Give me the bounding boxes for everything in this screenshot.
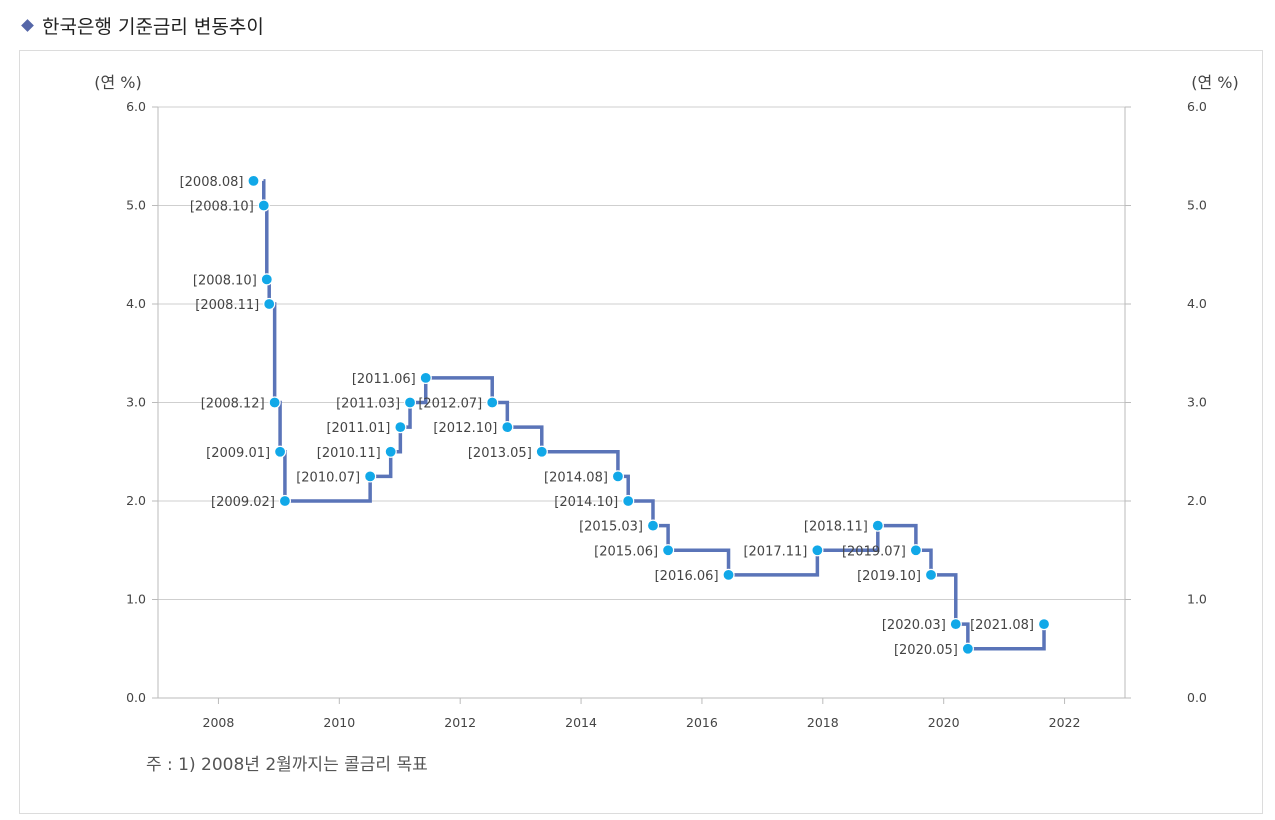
data-label: [2015.06] [594, 544, 658, 559]
data-point [1037, 618, 1051, 631]
data-point [871, 519, 884, 532]
data-point [257, 199, 270, 212]
grid-lines [158, 106, 1125, 600]
chart-heading: 한국은행 기준금리 변동추이 [20, 12, 264, 38]
data-label: [2020.05] [894, 643, 958, 658]
y-axis-unit-right: (연 %) [1191, 73, 1239, 92]
y-tick-right: 5.0 [1187, 198, 1207, 213]
data-label: [2014.10] [554, 495, 618, 510]
data-label: [2019.07] [842, 544, 906, 559]
data-point [278, 494, 292, 508]
data-point [535, 445, 548, 458]
data-label: [2008.08] [180, 175, 244, 190]
data-label: [2021.08] [970, 618, 1034, 633]
data-point [419, 371, 432, 384]
y-tick-left: 6.0 [126, 99, 146, 114]
data-point [622, 494, 635, 508]
data-label: [2016.06] [655, 569, 719, 584]
data-point [273, 445, 287, 458]
data-point [646, 519, 660, 532]
y-tick-right: 2.0 [1187, 493, 1207, 508]
data-label: [2019.10] [857, 569, 921, 584]
data-label: [2008.12] [201, 397, 265, 412]
data-label: [2008.10] [193, 273, 257, 288]
data-label: [2012.07] [418, 397, 482, 412]
data-label: [2015.03] [579, 520, 643, 535]
y-tick-left: 3.0 [126, 395, 146, 410]
data-point [268, 396, 281, 409]
data-point [611, 470, 625, 483]
data-point [961, 642, 974, 655]
data-labels: [2008.08] [2008.10] [2008.10] [2008.11] [200… [180, 175, 1034, 658]
y-tick-right: 3.0 [1187, 395, 1207, 410]
x-tick-label: 2012 [444, 715, 476, 730]
data-point [501, 421, 514, 434]
axes [152, 106, 1131, 704]
data-point [384, 445, 397, 458]
y-tick-right: 6.0 [1187, 99, 1207, 114]
y-tick-right: 1.0 [1187, 592, 1207, 607]
data-label: [2011.03] [336, 397, 400, 412]
data-point [949, 618, 962, 631]
data-label: [2010.07] [296, 470, 360, 485]
chart-panel [19, 50, 1263, 814]
y-tick-left: 1.0 [126, 592, 146, 607]
data-label: [2020.03] [882, 618, 946, 633]
data-label: [2009.02] [211, 495, 275, 510]
data-label: [2011.01] [326, 421, 390, 436]
data-point [403, 396, 417, 409]
data-label: [2014.08] [544, 470, 608, 485]
x-tick-label: 2014 [565, 715, 597, 730]
x-tick-label: 2018 [807, 715, 839, 730]
data-point [247, 174, 260, 187]
data-label: [2008.10] [190, 200, 254, 215]
data-label: [2008.11] [195, 298, 259, 313]
y-axis-unit-left: (연 %) [94, 73, 142, 92]
y-tick-left: 2.0 [126, 493, 146, 508]
x-tick-label: 2010 [323, 715, 355, 730]
y-ticks: 0.0 0.0 1.0 1.0 2.0 2.0 3.0 3.0 4.0 4.0 5.0 5.0 6.0 6… [126, 99, 1207, 705]
chart-heading-title: 한국은행 기준금리 변동추이 [42, 15, 264, 38]
data-point [924, 568, 938, 581]
data-label: [2011.06] [352, 372, 416, 387]
data-label: [2010.11] [317, 446, 381, 461]
data-point [486, 396, 499, 409]
y-tick-left: 5.0 [126, 198, 146, 213]
data-label: [2009.01] [206, 446, 270, 461]
data-label: [2018.11] [804, 520, 868, 535]
data-point [811, 544, 824, 557]
x-tick-label: 2022 [1049, 715, 1081, 730]
data-point [909, 544, 922, 557]
footnote: 주 : 1) 2008년 2월까지는 콜금리 목표 [146, 755, 428, 775]
data-label: [2017.11] [743, 544, 807, 559]
data-point [722, 568, 735, 581]
x-tick-label: 2016 [686, 715, 718, 730]
x-ticks: 2008 2010 2012 2014 2016 2018 2020 2022 [203, 715, 1081, 730]
data-point [661, 544, 675, 557]
data-point [260, 273, 273, 286]
data-point [394, 421, 407, 434]
y-tick-right: 0.0 [1187, 690, 1207, 705]
y-tick-right: 4.0 [1187, 296, 1207, 311]
data-point [263, 297, 276, 311]
data-label: [2013.05] [468, 446, 532, 461]
data-markers [247, 174, 1051, 655]
data-label: [2012.10] [433, 421, 497, 436]
y-tick-left: 4.0 [126, 296, 146, 311]
data-point [364, 470, 377, 483]
y-tick-left: 0.0 [126, 690, 146, 705]
x-tick-label: 2008 [203, 715, 235, 730]
x-tick-label: 2020 [928, 715, 960, 730]
